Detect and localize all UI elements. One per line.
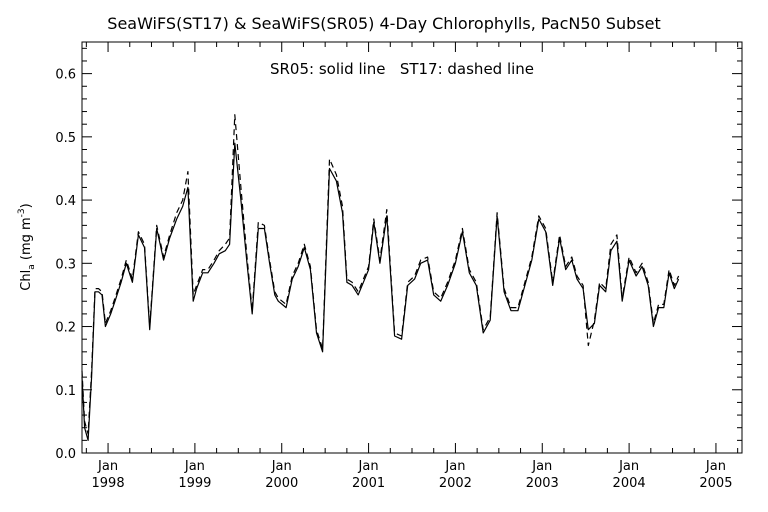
plot-area: [81, 41, 743, 454]
line-style-annotation: SR05: solid line ST17: dashed line: [270, 60, 534, 78]
y-tick-label: 0.5: [55, 131, 76, 146]
plot-border: [81, 41, 743, 454]
x-tick-year: 1999: [178, 476, 211, 491]
x-tick-month: Jan: [358, 459, 379, 474]
chart-title: SeaWiFS(ST17) & SeaWiFS(SR05) 4-Day Chlo…: [107, 14, 660, 33]
y-axis: 0.0 0.1 0.2 0.3 0.4 0.5 0.6: [55, 47, 742, 462]
y-tick-label: 0.2: [55, 321, 76, 336]
x-tick-month: Jan: [618, 459, 639, 474]
y-tick-label: 0.0: [55, 447, 76, 462]
x-tick-year: 2004: [613, 476, 646, 491]
x-tick-month: Jan: [271, 459, 292, 474]
y-axis-label: Chla (mg m-3): [17, 203, 37, 290]
y-tick-label: 0.6: [55, 68, 76, 83]
y-label-close: ): [19, 203, 34, 208]
x-tick-year: 2002: [439, 476, 472, 491]
x-axis: Jan 1998 Jan 1999 Jan 2000 Jan 2001 Jan 2002 Jan 20…: [85, 42, 739, 491]
y-tick-label: 0.3: [55, 257, 76, 272]
x-tick-year: 2001: [352, 476, 385, 491]
x-tick-year: 2003: [526, 476, 559, 491]
series-layer: [81, 114, 680, 441]
y-label-subscript: a: [27, 264, 37, 270]
x-tick-year: 2000: [265, 476, 298, 491]
y-label-units: (mg m: [19, 217, 34, 264]
y-label-superscript: -3: [17, 208, 27, 217]
x-tick-month: Jan: [531, 459, 552, 474]
x-tick-month: Jan: [184, 459, 205, 474]
y-label-main: Chl: [19, 270, 34, 291]
x-tick-month: Jan: [705, 459, 726, 474]
x-tick-year: 2005: [699, 476, 732, 491]
y-tick-label: 0.4: [55, 194, 76, 209]
x-tick-month: Jan: [444, 459, 465, 474]
series-line-sr05: [81, 142, 680, 441]
y-tick-label: 0.1: [55, 384, 76, 399]
x-tick-month: Jan: [97, 459, 118, 474]
x-tick-year: 1998: [92, 476, 125, 491]
series-line-st17: [81, 114, 680, 435]
